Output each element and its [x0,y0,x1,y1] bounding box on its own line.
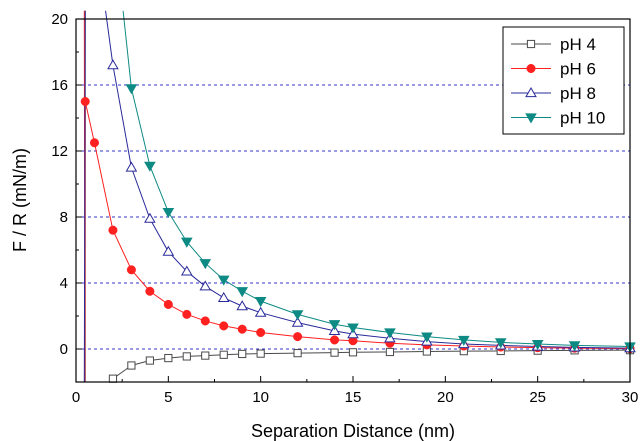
x-tick-label: 30 [622,389,639,406]
data-point-ph-10 [531,339,544,350]
y-tick-label: 16 [51,77,68,94]
data-point-ph-6 [237,324,247,334]
data-point-ph-6 [182,309,192,319]
data-point-ph-4 [293,349,302,358]
data-point-ph-8 [162,245,175,256]
legend-label-ph-8: pH 8 [560,84,596,103]
x-tick-label: 0 [72,389,80,406]
data-point-ph-6 [80,96,90,107]
data-point-ph-10 [568,341,581,352]
data-point-ph-6 [126,265,136,275]
data-point-ph-10 [494,338,507,349]
y-axis-ticks: 0 4 8 12 16 20 [51,11,82,358]
legend: pH 4 pH 6 pH 8 pH 10 [502,26,625,135]
data-point-ph-4 [330,348,339,357]
x-tick-label: 20 [437,389,454,406]
legend-marker-ph-8 [525,87,537,98]
y-tick-label: 0 [60,341,68,358]
y-tick-label: 4 [60,275,68,292]
data-point-ph-10 [347,323,359,334]
data-point-ph-4 [201,351,210,360]
series-markers [80,59,636,383]
x-tick-label: 25 [529,389,546,406]
data-point-ph-4 [385,347,395,357]
y-tick-label: 8 [60,209,68,226]
data-point-ph-6 [256,327,266,338]
data-point-ph-10 [180,237,193,248]
series-line-ph-10 [130,88,631,348]
data-point-ph-6 [219,321,229,331]
data-point-ph-10 [199,259,212,270]
data-point-ph-8 [217,291,230,302]
data-point-ph-10 [328,320,341,331]
data-point-ph-10 [144,161,156,172]
data-point-ph-6 [293,332,303,342]
data-point-ph-10 [457,335,470,346]
data-point-ph-6 [145,286,155,296]
data-point-ph-6 [330,335,340,345]
data-point-ph-10 [421,332,433,343]
legend-box [502,26,625,135]
legend-marker-ph-4 [526,39,536,49]
x-tick-label: 5 [164,389,172,406]
data-point-ph-6 [163,299,173,309]
x-tick-label: 10 [252,389,269,406]
data-point-ph-4 [108,374,118,383]
data-point-ph-4 [145,356,154,365]
data-point-ph-10 [254,297,267,308]
data-point-ph-4 [256,349,265,358]
data-point-ph-8 [125,161,138,172]
x-tick-label: 15 [345,389,362,406]
data-point-ph-6 [108,225,118,235]
y-tick-label: 20 [51,11,68,28]
x-axis-ticks: 0 5 10 15 20 25 30 [72,376,639,406]
y-axis-title: F / R (mN/m) [10,148,30,252]
data-point-ph-4 [348,348,358,357]
legend-label-ph-6: pH 6 [560,60,596,79]
data-point-ph-4 [127,361,136,370]
data-point-ph-6 [200,316,210,326]
branch-ph-8 [105,10,114,66]
data-point-ph-8 [180,265,193,276]
data-point-ph-10 [217,275,230,286]
legend-label-ph-4: pH 4 [560,35,596,54]
data-point-ph-10 [125,84,138,95]
data-point-ph-4 [164,353,173,363]
data-point-ph-8 [107,59,119,70]
data-point-ph-6 [89,138,99,148]
x-axis-title: Separation Distance (nm) [251,421,455,441]
branch-ph-8-low [83,10,86,383]
data-point-ph-4 [219,350,228,359]
data-point-ph-4 [238,349,247,359]
data-point-ph-8 [144,212,156,223]
legend-marker-ph-6 [526,63,536,74]
legend-marker-ph-10 [525,113,537,124]
data-point-ph-8 [291,316,304,327]
data-point-ph-4 [182,352,191,361]
data-point-ph-8 [199,280,212,291]
data-point-ph-10 [162,207,175,218]
legend-label-ph-10: pH 10 [560,109,605,128]
data-point-ph-8 [236,300,249,311]
data-point-ph-10 [384,328,396,339]
data-point-ph-8 [254,306,267,317]
y-tick-label: 12 [51,143,68,160]
data-point-ph-10 [291,310,304,321]
data-point-ph-10 [236,287,249,298]
branch-ph-10 [122,10,132,89]
